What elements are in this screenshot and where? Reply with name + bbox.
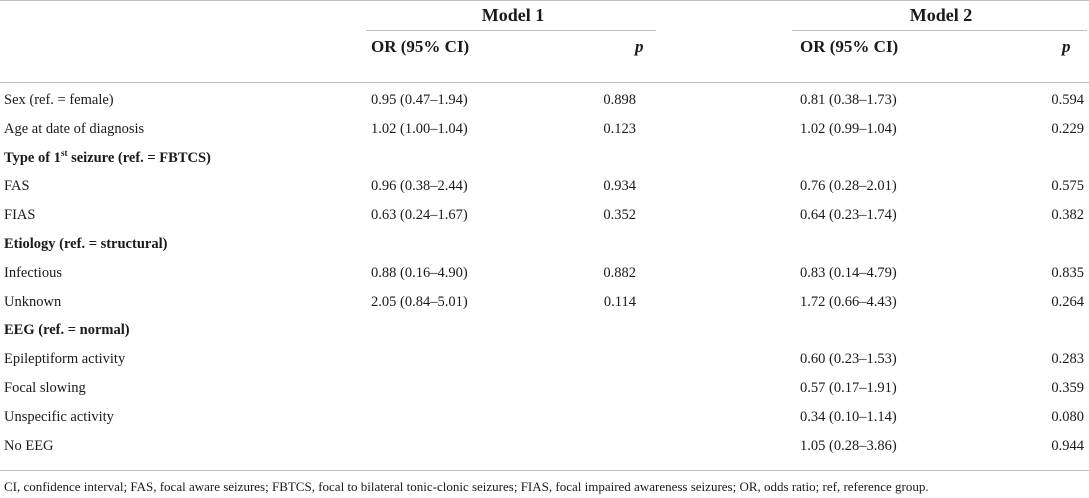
row-label: FAS [4, 178, 30, 195]
table-row: FIAS 0.63 (0.24–1.67) 0.352 0.64 (0.23–1.74… [0, 202, 1089, 231]
model1-rule [366, 30, 656, 31]
model1-p-cell: 0.114 [603, 293, 636, 310]
group-header-row: Type of 1st seizure (ref. = FBTCS) [0, 145, 1089, 174]
model1-or-cell: 1.02 (1.00–1.04) [371, 120, 468, 137]
model1-p-cell: 0.352 [603, 207, 636, 224]
table-row: Epileptiform activity 0.60 (0.23–1.53) 0.2… [0, 346, 1089, 375]
model2-title: Model 2 [909, 5, 973, 25]
table-bottom-rule [0, 470, 1089, 471]
table-top-rule [0, 0, 1089, 1]
model1-or-cell: 0.88 (0.16–4.90) [371, 264, 468, 281]
model2-p-cell: 0.359 [1051, 379, 1084, 396]
row-label: Unknown [4, 293, 62, 310]
model1-title: Model 1 [481, 5, 545, 25]
row-label: Epileptiform activity [4, 351, 126, 368]
model1-p-cell: 0.882 [603, 264, 636, 281]
row-label: Infectious [4, 264, 62, 281]
model2-p-header: p [1062, 37, 1071, 56]
model2-or-cell: 1.05 (0.28–3.86) [800, 437, 897, 454]
model2-or-cell: 0.60 (0.23–1.53) [800, 351, 897, 368]
model2-or-cell: 0.76 (0.28–2.01) [800, 178, 897, 195]
table-row: Sex (ref. = female) 0.95 (0.47–1.94) 0.898… [0, 87, 1089, 116]
row-label: No EEG [4, 437, 54, 454]
model1-or-cell: 0.95 (0.47–1.94) [371, 92, 468, 108]
row-label: Unspecific activity [4, 408, 114, 425]
model2-p-cell: 0.835 [1051, 264, 1084, 281]
group-label-text: Type of 1 [4, 149, 61, 166]
model2-or-header: OR (95% CI) [800, 37, 899, 56]
table-body: Sex (ref. = female) 0.95 (0.47–1.94) 0.898… [0, 87, 1089, 461]
model1-or-cell: 0.96 (0.38–2.44) [371, 178, 468, 195]
row-label: Age at date of diagnosis [4, 120, 145, 137]
table-row: Unspecific activity 0.34 (0.10–1.14) 0.080 [0, 404, 1089, 433]
group-label: Etiology (ref. = structural) [4, 235, 168, 252]
table-row: Infectious 0.88 (0.16–4.90) 0.882 0.83 (0.1… [0, 260, 1089, 289]
group-header-row: Etiology (ref. = structural) [0, 231, 1089, 260]
model2-p-cell: 0.594 [1051, 92, 1084, 108]
model1-or-header: OR (95% CI) [371, 37, 470, 56]
model2-or-cell: 0.34 (0.10–1.14) [800, 408, 897, 425]
ordinal-superscript: st [60, 147, 68, 158]
model2-or-cell: 1.72 (0.66–4.43) [800, 293, 897, 310]
model2-p-cell: 0.382 [1051, 207, 1084, 224]
model2-p-cell: 0.080 [1051, 408, 1084, 425]
model2-p-cell: 0.575 [1051, 178, 1084, 195]
group-label: EEG (ref. = normal) [4, 322, 130, 339]
table-row: No EEG 1.05 (0.28–3.86) 0.944 [0, 433, 1089, 462]
row-label: Sex (ref. = female) [4, 92, 114, 108]
group-label-text: seizure (ref. = FBTCS) [67, 149, 211, 166]
model2-or-cell: 0.83 (0.14–4.79) [800, 264, 897, 281]
group-header-row: EEG (ref. = normal) [0, 317, 1089, 346]
model1-or-cell: 2.05 (0.84–5.01) [371, 293, 468, 310]
model2-or-cell: 0.57 (0.17–1.91) [800, 379, 897, 396]
model1-or-cell: 0.63 (0.24–1.67) [371, 207, 468, 224]
model2-p-cell: 0.944 [1051, 437, 1084, 454]
model2-p-cell: 0.283 [1051, 351, 1084, 368]
header-rule [0, 82, 1089, 83]
model1-p-header: p [635, 37, 644, 56]
model2-or-cell: 0.81 (0.38–1.73) [800, 92, 897, 108]
table-row: FAS 0.96 (0.38–2.44) 0.934 0.76 (0.28–2.01)… [0, 173, 1089, 202]
table-row: Focal slowing 0.57 (0.17–1.91) 0.359 [0, 375, 1089, 404]
model2-rule [792, 30, 1087, 31]
model1-p-cell: 0.898 [603, 92, 636, 108]
model1-p-cell: 0.123 [603, 120, 636, 137]
model2-p-cell: 0.229 [1051, 120, 1084, 137]
table-footnote: CI, confidence interval; FAS, focal awar… [4, 479, 929, 494]
group-label: Type of 1st seizure (ref. = FBTCS) [4, 147, 211, 167]
row-label: FIAS [4, 207, 36, 224]
table-row: Age at date of diagnosis 1.02 (1.00–1.04)… [0, 116, 1089, 145]
row-label: Focal slowing [4, 379, 86, 396]
table-row: Unknown 2.05 (0.84–5.01) 0.114 1.72 (0.66–4… [0, 289, 1089, 318]
model2-or-cell: 0.64 (0.23–1.74) [800, 207, 897, 224]
model2-p-cell: 0.264 [1051, 293, 1084, 310]
model1-p-cell: 0.934 [603, 178, 636, 195]
model2-or-cell: 1.02 (0.99–1.04) [800, 120, 897, 137]
